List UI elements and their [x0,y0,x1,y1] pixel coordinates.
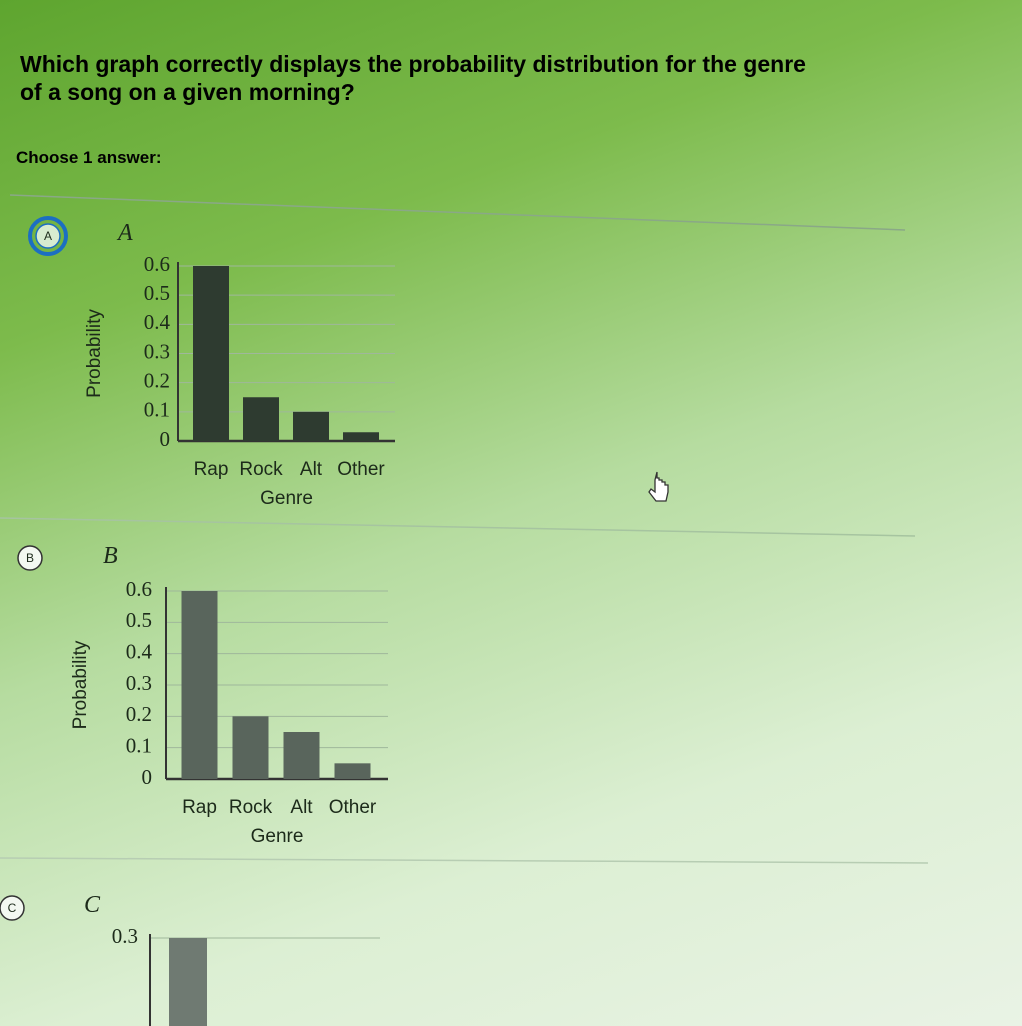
question-continued: of a song on a given morning? [20,79,355,105]
x-tick-label: Alt [300,459,323,480]
y-tick-label: 0.1 [126,733,152,757]
y-tick-label: 0.6 [126,577,152,601]
y-tick-label: 0.4 [144,310,171,334]
y-tick-label: 0.2 [126,702,152,726]
y-tick-label: 0 [160,427,171,451]
bar [243,397,279,441]
y-tick-label: 0.3 [112,924,138,948]
chart-title: B [103,543,118,569]
y-tick-label: 0.3 [126,671,152,695]
separator [0,517,916,537]
y-tick-label: 0 [142,765,153,789]
y-axis-label: Probability [70,640,91,729]
x-tick-label: Alt [290,797,313,818]
y-tick-label: 0.6 [144,252,170,276]
bar [334,763,371,779]
choice-radio[interactable] [17,545,43,571]
instruction: Choose 1 answer: [16,148,162,167]
y-tick-label: 0.3 [144,339,170,363]
question-line: Which graph correctly displays the proba… [20,51,806,105]
choice-letter: C [8,901,17,915]
chart-title: C [84,892,101,918]
bar [169,938,207,1026]
x-tick-label: Rap [182,797,217,818]
cursor [648,471,669,502]
bar [193,266,229,441]
selected-ring [28,216,68,256]
bar [181,591,218,779]
choice-radio[interactable] [0,895,25,921]
x-axis-label: Genre [251,826,304,847]
choice-radio[interactable] [35,223,61,249]
y-axis-label: Probability [84,309,105,398]
separator [9,194,906,231]
x-tick-label: Other [329,797,377,818]
separator [0,857,929,864]
x-tick-label: Other [337,459,385,480]
bar [293,411,329,441]
y-tick-label: 0.4 [126,639,153,663]
x-tick-label: Rock [239,459,283,480]
choice-letter: B [26,551,34,565]
bar [283,732,320,779]
y-tick-label: 0.1 [144,398,170,422]
question: Which graph correctly displays the proba… [20,51,806,77]
x-tick-label: Rock [229,797,273,818]
y-tick-label: 0.5 [126,608,152,632]
bar [232,716,269,779]
chart-title: A [116,220,133,246]
y-tick-label: 0.5 [144,281,170,305]
y-tick-label: 0.2 [144,368,170,392]
choice-letter: A [44,229,52,243]
bar [343,432,379,441]
x-axis-label: Genre [260,488,313,509]
x-tick-label: Rap [194,459,229,480]
